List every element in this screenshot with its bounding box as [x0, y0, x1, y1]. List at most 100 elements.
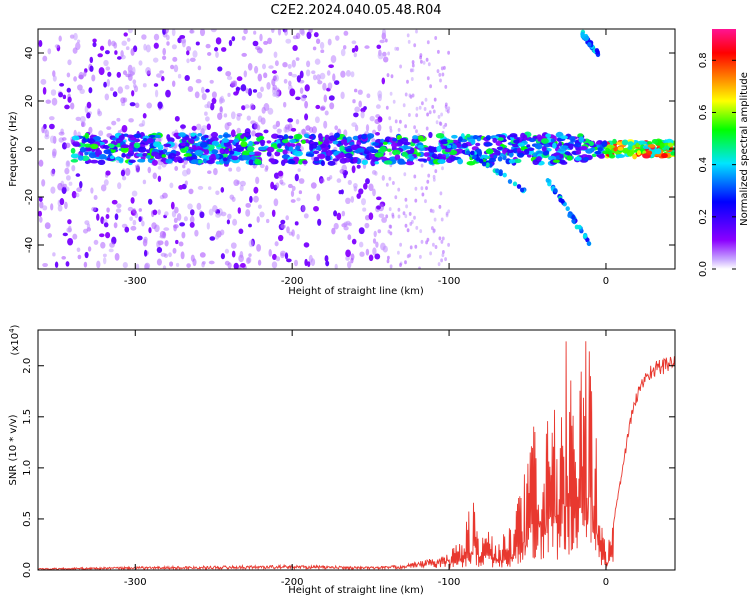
spectrogram-cell: [612, 138, 617, 144]
spectrogram-cell: [578, 136, 585, 143]
spectrogram-cell: [404, 214, 408, 219]
spectrogram-x-tick-label: -200: [281, 276, 304, 287]
spectrogram-cell: [271, 133, 279, 139]
spectrogram-cell: [451, 134, 458, 139]
spectrogram-cell: [180, 142, 186, 147]
spectrogram-cell: [67, 96, 72, 103]
spectrogram-cell: [195, 79, 202, 84]
spectrogram-cell: [419, 254, 422, 259]
spectrogram-cell: [362, 207, 367, 212]
spectrogram-cell: [171, 80, 176, 87]
spectrogram-cell: [421, 192, 425, 197]
spectrogram-cell: [58, 35, 62, 42]
spectrogram-cell: [265, 218, 270, 224]
spectrogram-cell: [334, 263, 338, 269]
snr-x-tick-label: -100: [438, 577, 461, 588]
spectrogram-cell: [220, 187, 225, 193]
spectrogram-cell: [245, 209, 251, 217]
spectrogram-cell: [153, 42, 159, 49]
spectrogram-cell: [439, 78, 442, 83]
spectrogram-cell: [496, 146, 504, 151]
snr-y-tick-label: 1.5: [22, 409, 33, 425]
spectrogram-cell: [379, 39, 385, 44]
spectrogram-cell: [420, 59, 423, 64]
spectrogram-cell: [391, 212, 395, 217]
spectrogram-cell: [340, 91, 345, 100]
spectrogram-cell: [427, 173, 431, 178]
spectrogram-cell: [107, 39, 112, 47]
spectrogram-cell: [655, 148, 662, 155]
spectrogram-cell: [388, 176, 392, 181]
spectrogram-cell: [509, 133, 518, 138]
spectrogram-cell: [369, 115, 375, 122]
spectrogram-cell: [508, 159, 516, 164]
spectrogram-cell: [208, 208, 214, 216]
spectrogram-cell: [187, 85, 194, 93]
spectrogram-cell: [517, 152, 525, 158]
spectrogram-cell: [191, 145, 197, 150]
spectrogram-cell: [408, 113, 411, 117]
spectrogram-cell: [485, 135, 492, 141]
snr-frame: [37, 329, 676, 571]
spectrogram-cell: [287, 159, 296, 165]
spectrogram-cell: [282, 149, 288, 155]
spectrogram-cell: [218, 134, 223, 139]
spectrogram-cell: [466, 160, 476, 166]
spectrogram-cell: [62, 232, 68, 237]
spectrogram-cell: [291, 185, 296, 192]
spectrogram-cell: [72, 233, 78, 240]
spectrogram-cell: [433, 97, 437, 102]
spectrogram-cell: [389, 264, 393, 269]
spectrogram-cell: [571, 218, 576, 224]
spectrogram-cell: [315, 104, 321, 110]
spectrogram-cell: [293, 150, 303, 157]
spectrogram-cell: [345, 70, 351, 77]
spectrogram-cell: [165, 34, 170, 41]
spectrogram-cell: [381, 174, 385, 181]
colorbar-tick-label: 0.0: [698, 261, 709, 277]
spectrogram-cell: [415, 106, 419, 111]
spectrogram-cell: [52, 75, 57, 82]
spectrogram-cell: [359, 241, 364, 248]
spectrogram-cell: [340, 48, 346, 57]
spectrogram-cell: [88, 87, 93, 94]
spectrogram-cell: [319, 72, 326, 80]
spectrogram-cell: [223, 113, 228, 118]
spectrogram-cell: [70, 158, 79, 163]
spectrogram-cell: [50, 203, 54, 211]
spectrogram-cell: [145, 67, 151, 75]
spectrogram-cell: [256, 216, 260, 223]
spectrogram-cell: [444, 122, 448, 127]
spectrogram-cell: [271, 29, 275, 33]
spectrogram-cell: [88, 152, 97, 159]
spectrogram-cell: [246, 115, 251, 121]
spectrogram-cell: [58, 131, 65, 136]
spectrogram-cell: [121, 124, 128, 133]
spectrogram-cell: [410, 77, 414, 81]
spectrogram-cell: [189, 215, 195, 224]
spectrogram-cell: [220, 253, 225, 260]
spectrogram-cell: [432, 177, 436, 182]
spectrogram-cell: [559, 145, 569, 149]
spectrogram-cell: [49, 123, 55, 130]
spectrogram-cell: [89, 65, 94, 72]
spectrogram-cell: [350, 71, 355, 78]
spectrogram-cell: [417, 144, 424, 149]
snr-x-tick-label: -200: [281, 577, 304, 588]
spectrogram-cell: [154, 89, 159, 98]
spectrogram-cell: [399, 263, 402, 267]
spectrogram-cell: [429, 84, 432, 89]
spectrogram-cell: [42, 205, 48, 211]
spectrogram-cell: [374, 152, 383, 158]
spectrogram-cell: [288, 135, 294, 139]
spectrogram-cell: [399, 119, 402, 124]
spectrogram-cell: [211, 97, 217, 105]
spectrogram-cell: [336, 178, 342, 183]
spectrogram-cell: [112, 91, 118, 98]
spectrogram-cell: [141, 34, 147, 40]
spectrogram-cell: [65, 261, 70, 267]
spectrogram-cell: [377, 90, 383, 99]
spectrogram-cell: [389, 91, 393, 96]
spectrogram-cell: [366, 146, 375, 151]
spectrogram-cell: [300, 128, 307, 135]
